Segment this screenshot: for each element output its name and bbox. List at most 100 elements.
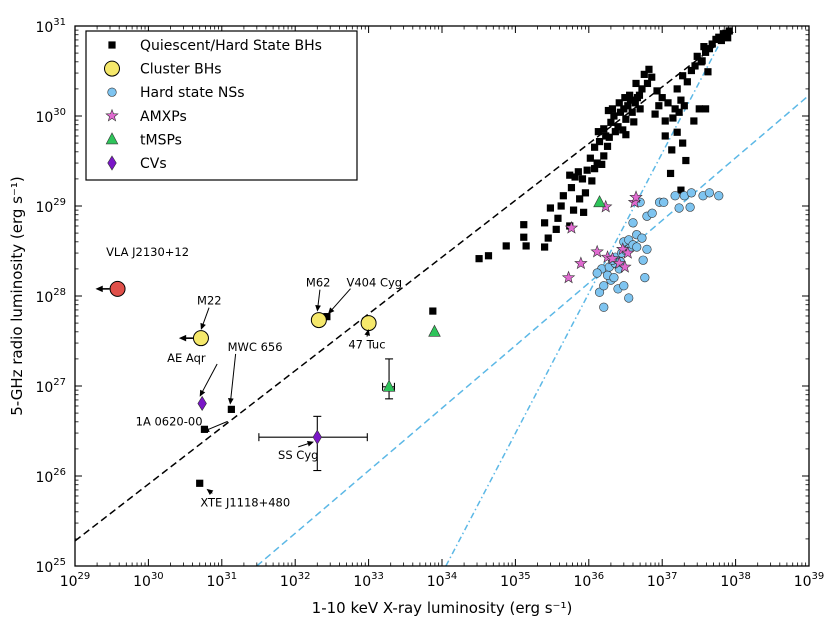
annotation-label: VLA J2130+12 xyxy=(106,245,189,259)
data-point xyxy=(699,57,706,64)
data-point xyxy=(674,129,681,136)
legend-marker xyxy=(108,88,117,97)
data-point xyxy=(668,146,675,153)
data-point xyxy=(629,109,636,116)
data-point xyxy=(485,252,492,259)
data-point xyxy=(553,226,560,233)
data-point xyxy=(361,316,376,331)
data-point xyxy=(679,72,686,79)
data-point xyxy=(228,406,235,413)
legend-label: Hard state NSs xyxy=(140,85,245,101)
legend-marker xyxy=(105,61,120,76)
legend-label: CVs xyxy=(140,156,167,172)
data-point xyxy=(587,155,594,162)
annotation-label: 1A 0620-00 xyxy=(136,414,203,428)
y-axis-label: 5-GHz radio luminosity (erg s⁻¹) xyxy=(8,176,26,416)
data-point xyxy=(624,294,633,303)
legend-label: Cluster BHs xyxy=(140,62,222,78)
data-point xyxy=(610,273,619,282)
annotation-label: 47 Tuc xyxy=(348,338,385,352)
annotation-label: M22 xyxy=(197,294,222,308)
data-point xyxy=(311,313,326,328)
data-point xyxy=(704,68,711,75)
data-point xyxy=(636,92,643,99)
data-point xyxy=(671,191,680,200)
legend-label: AMXPs xyxy=(140,109,187,125)
data-point xyxy=(622,116,629,123)
data-point xyxy=(599,303,608,312)
data-point xyxy=(629,219,638,228)
data-point xyxy=(600,125,607,132)
data-point xyxy=(110,281,125,296)
data-point xyxy=(643,245,652,254)
data-point xyxy=(560,192,567,199)
data-point xyxy=(648,74,655,81)
data-point xyxy=(607,119,614,126)
data-point xyxy=(681,102,688,109)
data-point xyxy=(655,102,662,109)
data-point xyxy=(686,203,695,212)
annotation-label: XTE J1118+480 xyxy=(200,495,290,509)
data-point xyxy=(566,172,573,179)
data-point xyxy=(475,255,482,262)
data-point xyxy=(588,177,595,184)
data-point xyxy=(659,198,668,207)
data-point xyxy=(676,109,683,116)
data-point xyxy=(700,43,707,50)
data-point xyxy=(193,331,208,346)
data-point xyxy=(568,184,575,191)
data-point xyxy=(503,242,510,249)
data-point xyxy=(667,170,674,177)
data-point xyxy=(598,161,605,168)
data-point xyxy=(637,105,644,112)
data-point xyxy=(620,281,629,290)
data-point xyxy=(584,167,591,174)
data-point xyxy=(541,243,548,250)
data-point xyxy=(580,209,587,216)
data-point xyxy=(682,157,689,164)
data-point xyxy=(429,307,436,314)
legend-label: Quiescent/Hard State BHs xyxy=(140,38,322,54)
data-point xyxy=(600,152,607,159)
data-point xyxy=(664,99,671,106)
annotation-label: SS Cyg xyxy=(278,448,318,462)
data-point xyxy=(720,30,727,37)
legend-marker xyxy=(108,41,115,48)
data-point xyxy=(696,105,703,112)
x-axis-label: 1-10 keV X-ray luminosity (erg s⁻¹) xyxy=(312,599,573,617)
data-point xyxy=(604,143,611,150)
data-point xyxy=(669,114,676,121)
data-point xyxy=(651,110,658,117)
data-point xyxy=(196,480,203,487)
data-point xyxy=(653,87,660,94)
data-point xyxy=(679,139,686,146)
data-point xyxy=(675,204,684,213)
data-point xyxy=(705,189,714,198)
data-point xyxy=(596,138,603,145)
annotation-label: AE Aqr xyxy=(167,351,206,365)
data-point xyxy=(632,243,641,252)
data-point xyxy=(570,207,577,214)
data-point xyxy=(545,234,552,241)
data-point xyxy=(547,204,554,211)
data-point xyxy=(691,62,698,69)
data-point xyxy=(648,209,657,218)
annotation-label: MWC 656 xyxy=(228,340,283,354)
data-point xyxy=(644,80,651,87)
data-point xyxy=(662,117,669,124)
data-point xyxy=(554,215,561,222)
data-point xyxy=(523,242,530,249)
data-point xyxy=(558,202,565,209)
data-point xyxy=(714,191,723,200)
data-point xyxy=(520,234,527,241)
data-point xyxy=(541,219,548,226)
data-point xyxy=(687,189,696,198)
data-point xyxy=(639,256,648,265)
data-point xyxy=(599,281,608,290)
data-point xyxy=(638,234,647,243)
data-point xyxy=(690,117,697,124)
legend: Quiescent/Hard State BHs Cluster BHs Hard … xyxy=(86,31,357,180)
data-point xyxy=(593,269,602,278)
data-point xyxy=(582,189,589,196)
